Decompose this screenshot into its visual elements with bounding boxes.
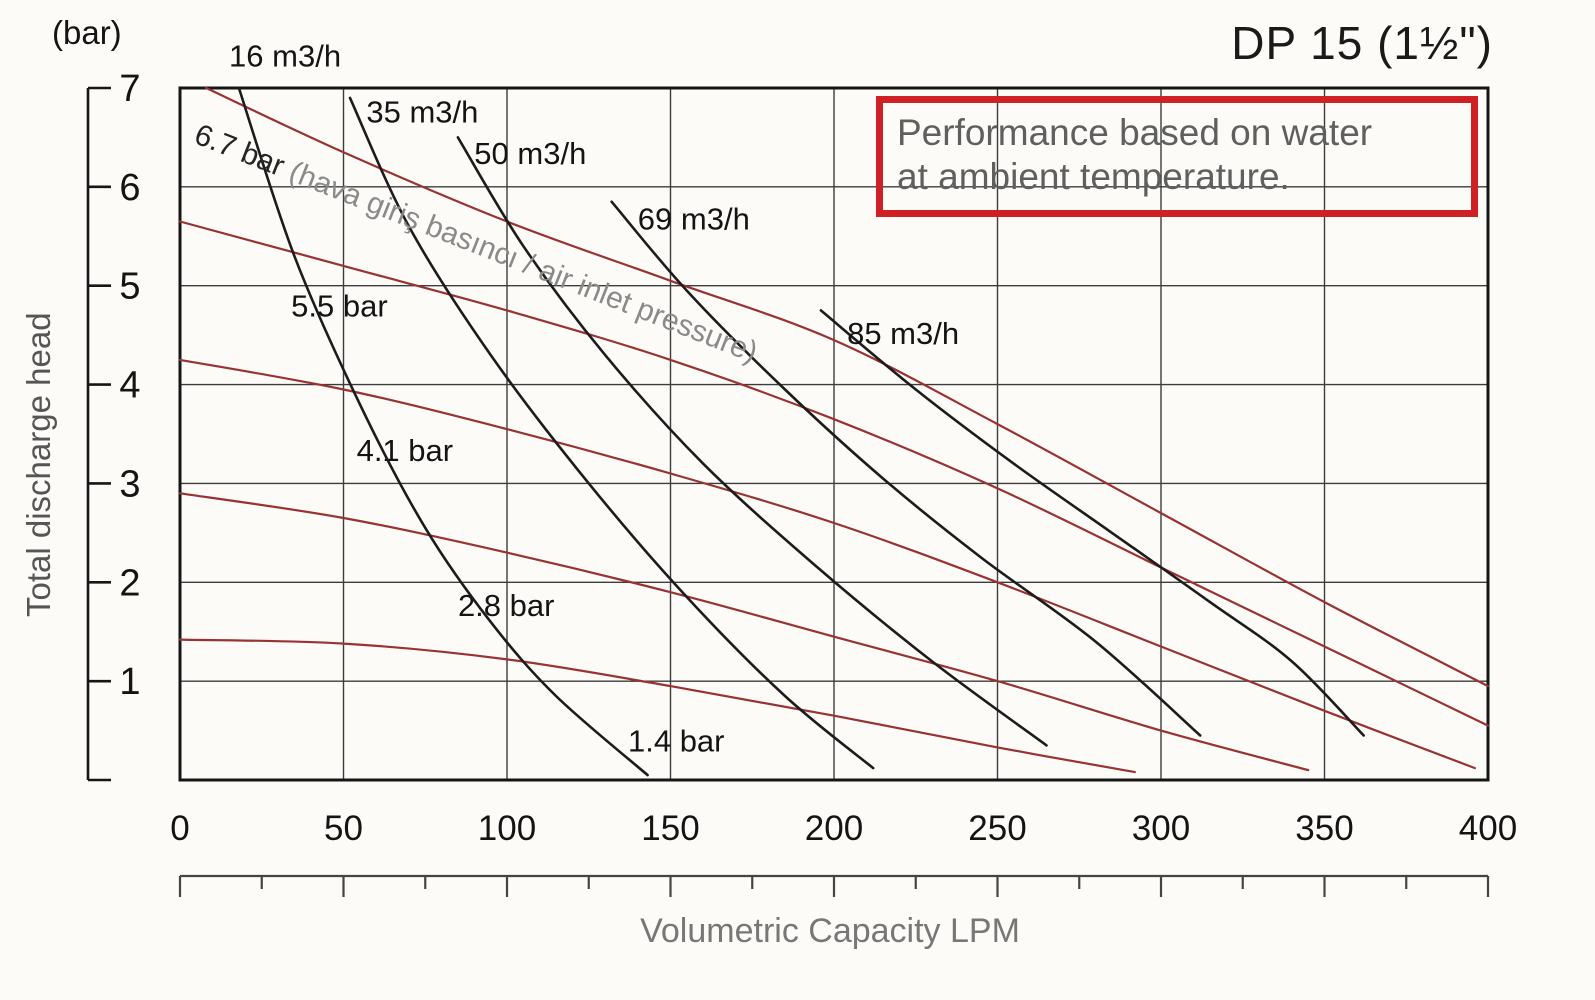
curve-pressure-2-8 xyxy=(178,492,1310,772)
curve-pressure-1-4 xyxy=(178,638,1136,774)
y-tick-label: 1 xyxy=(119,661,140,703)
y-tick-label: 4 xyxy=(119,365,140,407)
curve-label-consumption-16: 16 m3/h xyxy=(229,38,341,73)
y-tick-label: 7 xyxy=(119,68,140,110)
curve-pressure-4-1 xyxy=(178,358,1476,770)
x-tick-label: 250 xyxy=(968,809,1026,848)
x-tick-label: 300 xyxy=(1132,809,1190,848)
plot-border xyxy=(178,86,1490,782)
x-tick-label: 0 xyxy=(170,809,189,848)
y-tick-label: 2 xyxy=(119,562,140,604)
curve-label-consumption-69: 69 m3/h xyxy=(638,201,750,236)
y-tick-label: 3 xyxy=(119,463,140,505)
curve-consumption-69 xyxy=(610,200,1202,737)
curve-label-pressure-5-5: 5.5 bar xyxy=(291,288,388,323)
x-tick-label: 100 xyxy=(478,809,536,848)
curve-label-consumption-50: 50 m3/h xyxy=(474,136,586,171)
y-tick-label: 5 xyxy=(119,266,140,308)
curve-consumption-85 xyxy=(819,309,1365,737)
curve-label-pressure-2-8: 2.8 bar xyxy=(458,588,555,623)
x-tick-label: 150 xyxy=(641,809,699,848)
performance-note-box: Performance based on water at ambient te… xyxy=(876,96,1478,217)
y-axis-unit-label: (bar) xyxy=(52,14,122,51)
curve-consumption-50 xyxy=(456,136,1048,747)
x-axis-title: Volumetric Capacity LPM xyxy=(640,912,1020,950)
x-tick-label: 50 xyxy=(324,809,363,848)
curve-label-consumption-85: 85 m3/h xyxy=(847,316,959,351)
curve-label-pressure-4-1: 4.1 bar xyxy=(357,433,454,468)
x-tick-label: 400 xyxy=(1459,809,1517,848)
x-tick-label: 200 xyxy=(805,809,863,848)
y-axis-title: Total discharge head xyxy=(20,312,57,618)
curve-consumption-35 xyxy=(348,96,875,770)
curve-pressure-5-5 xyxy=(178,220,1490,727)
x-tick-label: 350 xyxy=(1295,809,1353,848)
pump-model-title: DP 15 (1½") xyxy=(1231,17,1493,69)
curve-consumption-16 xyxy=(237,86,649,777)
curve-label-pressure-1-4: 1.4 bar xyxy=(628,723,725,758)
curve-label-consumption-35: 35 m3/h xyxy=(366,95,478,130)
note-line-1: Performance based on water xyxy=(897,112,1373,153)
curve-pressure-6-7 xyxy=(205,86,1490,688)
note-line-2: at ambient temperature. xyxy=(897,156,1290,198)
y-tick-label: 6 xyxy=(119,167,140,209)
